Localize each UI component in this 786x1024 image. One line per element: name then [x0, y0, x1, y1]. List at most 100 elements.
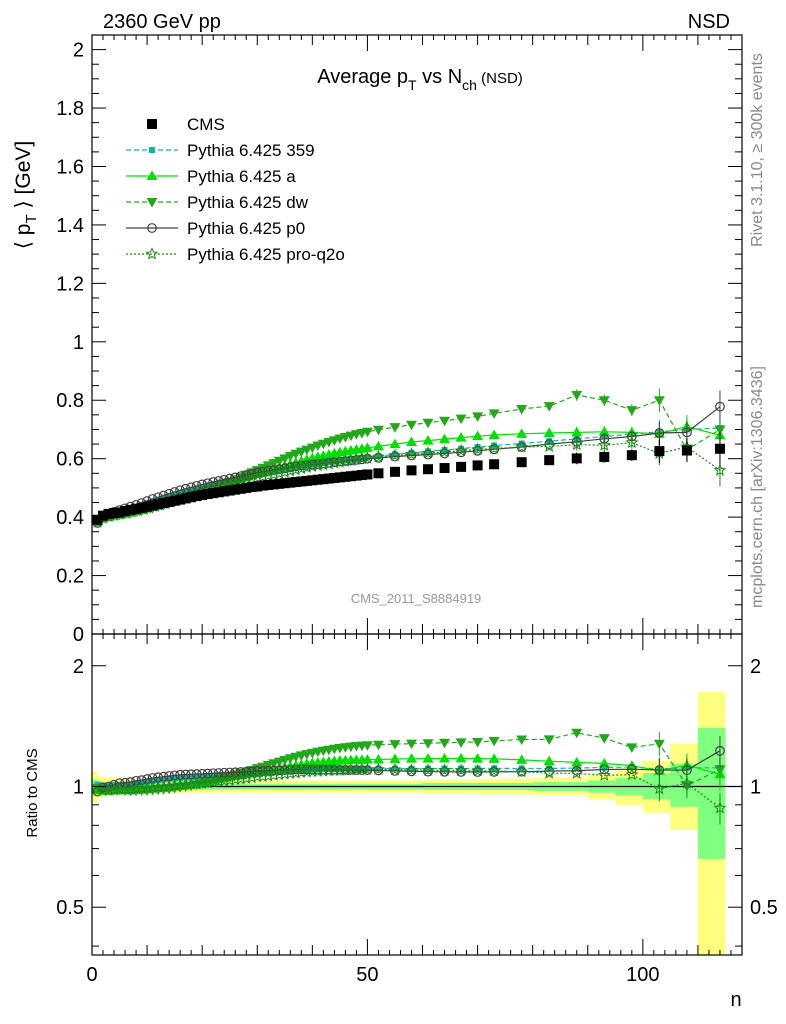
legend-marker — [149, 147, 155, 153]
ratio-point — [256, 769, 270, 782]
data-point — [292, 464, 299, 471]
data-point — [325, 459, 332, 466]
data-point — [322, 457, 336, 470]
data-point — [345, 471, 356, 482]
data-point — [356, 470, 367, 481]
ratio-point — [389, 753, 401, 763]
data-point — [333, 455, 347, 468]
legend-entry: CMS — [147, 115, 225, 134]
y-tick-label: 1.2 — [56, 273, 84, 295]
data-point — [153, 499, 164, 510]
data-point — [296, 476, 307, 487]
data-point — [323, 473, 334, 484]
data-point — [250, 471, 264, 484]
ratio-point — [408, 765, 415, 772]
ratio-point — [375, 765, 382, 772]
data-point — [570, 437, 584, 451]
plot-title: Average pT vs Nch (NSD) — [317, 66, 523, 93]
data-point — [344, 453, 358, 466]
header-right: NSD — [688, 11, 730, 33]
ratio-uncertainty-bands — [92, 692, 742, 955]
data-point — [169, 495, 180, 506]
ratio-point — [487, 764, 501, 777]
data-point — [472, 412, 484, 422]
ratio-y-tick-label: 0.5 — [56, 897, 84, 919]
data-point — [390, 451, 400, 462]
ratio-point — [626, 743, 638, 753]
data-point — [334, 472, 345, 483]
data-point — [714, 443, 725, 454]
ratio-point — [193, 774, 200, 781]
band-inner — [697, 727, 726, 859]
ratio-point — [373, 765, 384, 776]
data-point — [261, 468, 275, 482]
ratio-y-tick-label: 1 — [73, 776, 84, 798]
data-point — [542, 439, 556, 452]
data-point — [488, 409, 500, 419]
data-point — [235, 483, 246, 494]
data-point — [389, 423, 401, 433]
ratio-point — [140, 781, 154, 794]
ratio-point — [571, 728, 583, 739]
legend-label: Pythia 6.425 359 — [187, 141, 315, 160]
data-point — [544, 455, 555, 466]
data-point — [175, 485, 186, 496]
data-point — [423, 464, 434, 475]
data-point — [197, 489, 208, 500]
data-point — [158, 498, 169, 509]
ratio-point — [372, 754, 384, 764]
data-point — [625, 435, 639, 449]
ratio-point — [245, 770, 259, 784]
data-point — [186, 492, 197, 503]
ratio-point — [488, 736, 500, 747]
data-point — [219, 486, 230, 497]
data-point — [598, 426, 610, 436]
data-point — [351, 454, 362, 465]
ratio-point — [652, 781, 666, 795]
legend-marker — [147, 223, 157, 233]
data-point — [388, 448, 402, 461]
data-point — [349, 452, 363, 466]
ratio-point — [516, 735, 528, 746]
data-point — [472, 460, 483, 471]
ratio-point — [405, 753, 417, 763]
legend-label: Pythia 6.425 dw — [187, 193, 309, 212]
ratio-point — [488, 753, 500, 763]
ratio-point — [390, 765, 400, 776]
data-point — [422, 418, 434, 429]
main-plot-series — [91, 388, 727, 528]
ratio-point — [157, 780, 171, 793]
data-point — [224, 473, 235, 484]
ratio-point — [294, 765, 308, 778]
data-point — [336, 457, 343, 464]
data-point — [267, 467, 281, 480]
data-point — [406, 450, 417, 461]
data-point — [300, 460, 314, 473]
data-point — [375, 453, 382, 460]
data-point — [408, 449, 415, 456]
ratio-point — [371, 762, 385, 776]
data-point — [472, 445, 483, 456]
data-point — [98, 510, 109, 521]
data-point — [342, 456, 349, 463]
ratio-point — [439, 766, 450, 777]
ratio-point — [289, 766, 303, 779]
ratio-point — [598, 757, 610, 768]
ratio-point — [570, 766, 584, 779]
data-point — [518, 440, 525, 447]
ratio-point — [439, 738, 451, 749]
data-point — [422, 435, 434, 445]
ratio-point — [405, 739, 417, 750]
data-point — [252, 467, 263, 478]
ratio-point — [228, 772, 242, 786]
data-point — [598, 396, 610, 406]
data-point — [405, 447, 418, 460]
mcplots-text: mcplots.cern.ch [arXiv:1306.3436] — [749, 366, 766, 608]
ratio-point — [131, 775, 141, 786]
ratio-point — [287, 767, 294, 774]
data-point — [361, 427, 373, 438]
ratio-point — [601, 764, 608, 771]
ratio-point — [182, 774, 189, 781]
data-point — [230, 484, 241, 495]
ratio-point — [654, 765, 665, 775]
